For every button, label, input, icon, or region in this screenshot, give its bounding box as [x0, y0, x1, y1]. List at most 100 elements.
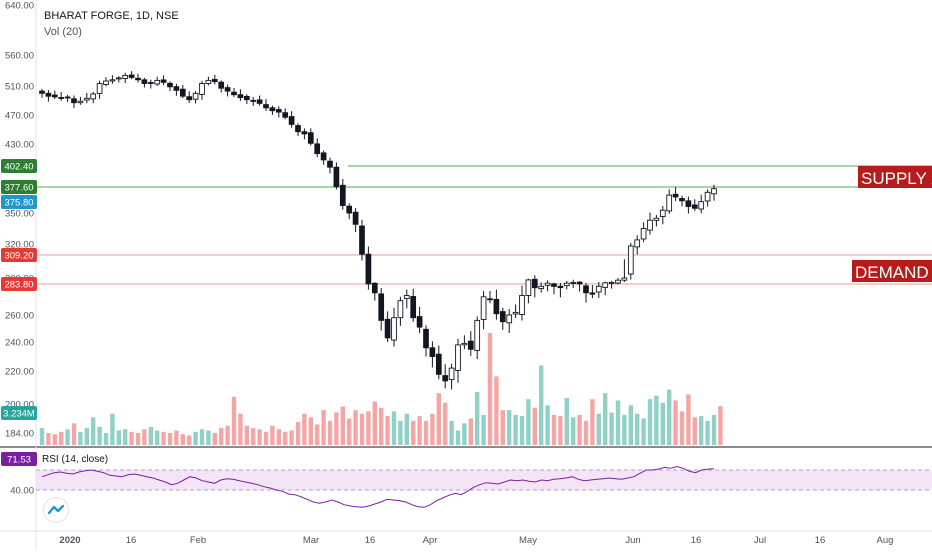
tradingview-logo[interactable] — [44, 498, 68, 522]
volume-bar — [705, 420, 710, 445]
volume-bar — [219, 428, 224, 445]
candle-body — [499, 311, 506, 323]
candle-body — [346, 205, 353, 214]
candle-body — [403, 295, 410, 300]
volume-bar — [641, 418, 646, 445]
candle-body — [640, 228, 647, 240]
candle-body — [570, 281, 577, 284]
volume-bar — [551, 414, 557, 445]
volume-bar — [340, 406, 345, 445]
candle-body — [250, 99, 257, 102]
candle-body — [506, 314, 513, 324]
volume-bar — [103, 433, 109, 445]
volume-bar — [315, 424, 320, 445]
volume-bar — [539, 365, 544, 445]
candle-body — [352, 211, 359, 225]
candle-body — [301, 131, 308, 135]
candle-body — [327, 160, 333, 168]
volume-bar — [251, 428, 256, 445]
volume-bars — [39, 333, 723, 445]
volume-bar — [283, 431, 288, 445]
price-axis-label: 510.00 — [5, 82, 34, 93]
volume-bar — [391, 411, 397, 445]
candle-body — [679, 198, 685, 202]
candle-body — [109, 79, 116, 82]
candle-body — [237, 94, 244, 99]
candle-body — [704, 191, 711, 202]
candle-body — [455, 344, 461, 371]
volume-bar — [302, 413, 307, 445]
candle-body — [519, 295, 525, 315]
supply-zone-label: SUPPLY ZO — [861, 169, 932, 188]
candlesticks — [39, 71, 717, 390]
tradingview-logo-icon — [47, 504, 65, 515]
candle-body — [423, 328, 429, 349]
candle-body — [231, 91, 237, 96]
price-tag-demand-top: 309.20 — [4, 251, 33, 262]
volume-bar — [385, 416, 390, 445]
candle-body — [199, 83, 205, 95]
volume-bar — [609, 412, 614, 445]
volume-bar — [679, 411, 685, 445]
candle-body — [698, 201, 705, 210]
volume-bar — [487, 333, 493, 445]
candle-body — [371, 282, 378, 294]
volume-bar — [615, 400, 621, 445]
volume-bar — [110, 413, 115, 445]
price-tag-last-price-bg — [1, 195, 37, 209]
candle-body — [583, 285, 589, 294]
volume-bar — [135, 433, 141, 445]
price-axis-label: 430.00 — [5, 140, 34, 151]
volume-bar — [500, 410, 505, 445]
volume-bar — [187, 435, 192, 445]
price-tags: 402.40 377.60 375.80 309.20 283.80 3.234M 71.5… — [1, 159, 37, 466]
candle-body — [205, 79, 212, 84]
candle-body — [525, 279, 532, 296]
volume-bar — [225, 425, 230, 445]
price-tag-demand-top-bg — [1, 248, 37, 262]
volume-bar — [635, 413, 640, 445]
candle-body — [608, 281, 615, 284]
volume-bar — [513, 414, 518, 445]
volume-bar — [71, 423, 77, 445]
price-axis-label: 350.00 — [5, 209, 34, 220]
volume-bar — [97, 426, 102, 445]
volume-bar — [532, 407, 537, 445]
volume-bar — [507, 410, 512, 445]
candle-body — [653, 217, 660, 221]
volume-indicator-title: Vol (20) — [44, 26, 82, 38]
candle-body — [339, 184, 346, 206]
candle-body — [410, 296, 417, 319]
candle-body — [256, 99, 263, 104]
volume-bar — [372, 401, 377, 445]
volume-bar — [379, 407, 384, 445]
candle-body — [77, 100, 84, 104]
volume-bar — [78, 431, 83, 445]
volume-bar — [462, 423, 467, 445]
candle-body — [160, 79, 167, 83]
rsi-indicator-title: RSI (14, close) — [42, 454, 109, 465]
candle-body — [659, 209, 666, 217]
volume-bar — [59, 431, 64, 445]
price-tag-supply-bottom: 377.60 — [4, 183, 33, 194]
volume-bar — [647, 399, 653, 445]
candle-body — [103, 80, 109, 85]
time-axis-label: Jul — [754, 535, 766, 546]
candle-body — [122, 75, 129, 79]
volume-bar — [199, 429, 205, 445]
volume-bar — [84, 428, 89, 445]
candle-body — [589, 292, 596, 295]
price-axis-label: 220.00 — [5, 367, 34, 378]
volume-bar — [289, 430, 294, 445]
candle-body — [691, 204, 698, 209]
price-tag-demand-bottom-bg — [1, 277, 37, 291]
volume-bar — [449, 420, 454, 445]
supply-zone-label-bg — [858, 166, 932, 188]
candle-body — [711, 188, 717, 195]
candle-body — [391, 317, 397, 341]
volume-bar — [295, 422, 301, 445]
volume-bar — [174, 430, 179, 445]
candle-body — [135, 77, 141, 81]
